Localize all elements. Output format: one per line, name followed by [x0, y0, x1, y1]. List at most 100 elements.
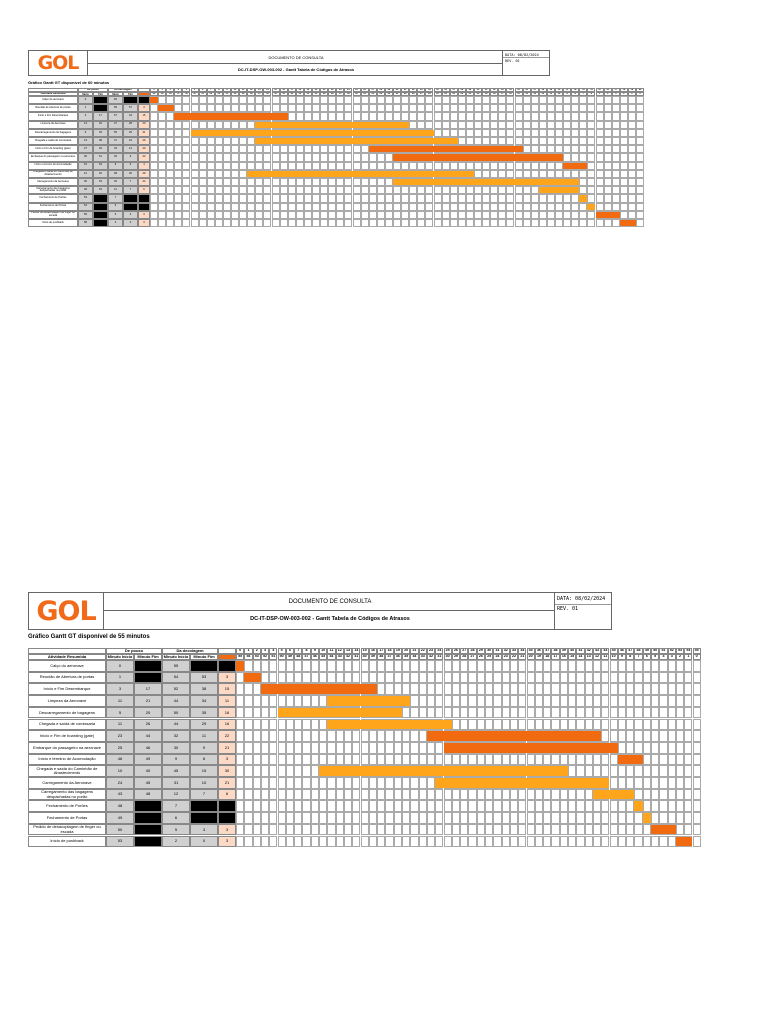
timeline-cell — [295, 161, 304, 170]
timeline-cell — [543, 823, 552, 836]
timeline-cell — [269, 730, 278, 742]
timeline-cell — [417, 161, 426, 170]
minute-label: 18 — [385, 648, 394, 654]
timeline-cell — [474, 96, 483, 105]
timeline-cell — [269, 765, 278, 777]
timeline-cell — [174, 128, 183, 137]
timeline-cell — [252, 695, 261, 707]
header-activity: Atividade Resumida — [28, 92, 78, 96]
minute-label: 32 — [409, 88, 418, 92]
timeline-cell — [385, 741, 394, 754]
timeline-cell — [534, 706, 544, 719]
timeline-cell — [320, 112, 329, 121]
minute-label: 49 — [642, 648, 651, 654]
timeline-cell — [435, 706, 444, 719]
timeline-cell — [595, 112, 604, 121]
minute-label: 48 — [538, 88, 547, 92]
countdown-label: 29 — [451, 654, 461, 660]
timeline-cell — [327, 800, 336, 813]
countdown-label: 13 — [530, 92, 539, 96]
timeline-cell — [231, 169, 240, 178]
timeline-cell — [546, 137, 555, 146]
countdown-label: 9 — [563, 92, 572, 96]
timeline-cell — [555, 219, 564, 228]
timeline-cell — [642, 718, 651, 731]
timeline-cell — [530, 161, 539, 170]
timeline-cell — [642, 660, 651, 672]
timeline-cell — [150, 178, 159, 187]
timeline-cell — [328, 145, 337, 154]
timeline-cell — [166, 194, 175, 203]
timeline-cell — [320, 219, 329, 228]
timeline-cell — [352, 112, 361, 121]
timeline-cell — [601, 683, 610, 696]
timeline-cell — [609, 812, 618, 824]
value-pf: 35 — [93, 128, 108, 137]
timeline-cell — [158, 161, 167, 170]
timeline-cell — [651, 683, 660, 696]
timeline-cell — [285, 765, 295, 777]
timeline-cell — [247, 153, 256, 162]
timeline-cell — [617, 800, 627, 813]
timeline-cell — [563, 169, 572, 178]
timeline-cell — [327, 812, 336, 824]
minute-label: 40 — [474, 88, 483, 92]
timeline-cell — [457, 194, 466, 203]
value-cf: 7 — [190, 788, 218, 801]
timeline-cell — [634, 788, 643, 801]
timeline-cell — [255, 194, 264, 203]
timeline-cell — [485, 695, 494, 707]
timeline-cell — [303, 178, 312, 187]
timeline-cell — [360, 777, 369, 789]
timeline-cell — [579, 178, 588, 187]
timeline-cell — [263, 96, 272, 105]
timeline-cell — [659, 800, 668, 813]
timeline-cell — [214, 202, 223, 211]
value-pi: 58 — [78, 219, 93, 228]
timeline-cell — [627, 112, 636, 121]
timeline-cell — [384, 219, 393, 228]
duration-value: 16 — [218, 718, 236, 731]
timeline-cell — [465, 96, 474, 105]
timeline-cell — [443, 695, 452, 707]
minute-label: 57 — [611, 88, 620, 92]
timeline-cell — [231, 145, 240, 154]
activity-name: Chegada e saída do Caminhão de Abastecim… — [28, 765, 106, 777]
value-ci: 59 — [108, 104, 123, 113]
timeline-cell — [393, 800, 402, 813]
value-pf: 53 — [93, 178, 108, 187]
timeline-cell — [190, 178, 199, 187]
timeline-cell — [302, 823, 311, 836]
value-cf: 11 — [190, 730, 218, 742]
timeline-cell — [255, 96, 264, 105]
timeline-cell — [667, 835, 676, 848]
value-pf: 40 — [93, 169, 108, 178]
countdown-label: 50 — [231, 92, 240, 96]
activity-name: Pedido de desacoplagem de finger ou esca… — [28, 823, 106, 836]
timeline-cell — [287, 186, 296, 195]
minute-label: 18 — [295, 88, 304, 92]
timeline-cell — [611, 202, 620, 211]
timeline-cell — [551, 823, 560, 836]
timeline-cell — [377, 788, 386, 801]
timeline-cell — [659, 718, 668, 731]
timeline-cell — [352, 145, 361, 154]
timeline-cell — [642, 730, 651, 742]
timeline-cell — [692, 753, 701, 766]
timeline-cell — [287, 178, 296, 187]
timeline-cell — [584, 753, 593, 766]
header-header-pouso-fim: Minuto Fim — [93, 92, 108, 96]
value-cf: 22 — [123, 137, 138, 146]
minute-label: 24 — [344, 88, 353, 92]
timeline-cell — [449, 104, 458, 113]
timeline-cell — [460, 812, 469, 824]
value-ci: 48 — [108, 169, 123, 178]
timeline-cell — [571, 169, 580, 178]
timeline-cell — [619, 112, 628, 121]
timeline-cell — [352, 202, 361, 211]
timeline-cell — [449, 194, 458, 203]
timeline-cell — [344, 219, 353, 228]
timeline-cell — [285, 800, 295, 813]
countdown-label: 51 — [269, 654, 278, 660]
timeline-cell — [485, 823, 494, 836]
